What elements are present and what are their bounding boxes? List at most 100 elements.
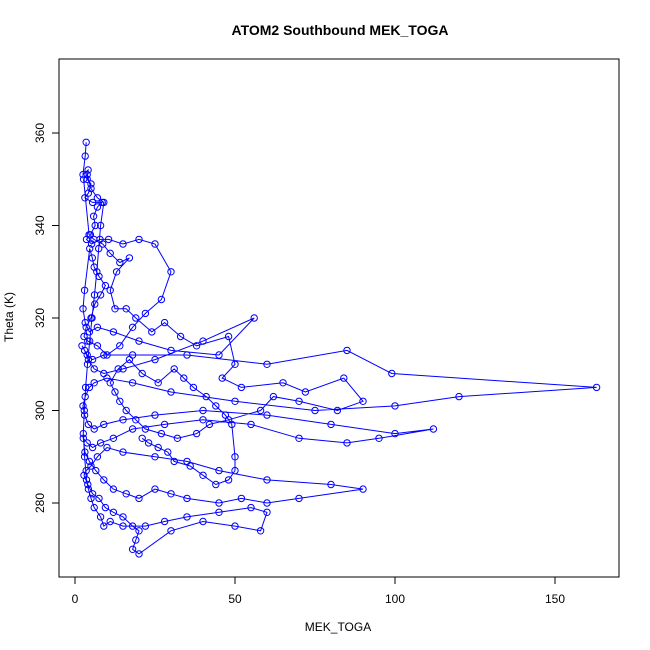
data-point [91,300,99,308]
data-point [87,180,95,188]
data-point [327,480,335,489]
data-point [90,291,99,299]
data-point [141,425,150,433]
data-point [343,439,351,447]
data-point [128,379,137,387]
data-point [122,406,130,415]
data-point [106,286,114,294]
data-point [80,453,89,461]
data-point [119,365,127,373]
data-point [228,420,236,429]
data-point [82,476,91,484]
data-point [144,439,153,447]
data-point [84,166,92,174]
data-point [192,429,201,438]
data-point [199,337,207,345]
data-point [90,503,98,512]
data-point [100,420,108,429]
data-point [212,480,220,489]
data-point [160,517,169,526]
data-point [151,411,159,419]
data-point [141,522,150,530]
data-point [375,434,383,442]
data-point [215,466,223,475]
data-point [141,309,150,318]
data-point [104,235,113,244]
data-point [83,439,91,447]
data-point [199,517,207,526]
data-point [93,342,102,350]
data-point [100,198,108,207]
data-point [119,448,127,456]
data-point [79,402,87,410]
series-layer [78,138,601,558]
data-point [93,203,102,211]
data-point [82,466,90,475]
data-point [215,499,223,507]
data-point [160,318,169,327]
data-point [263,499,271,507]
data-point [93,268,101,276]
data-point [90,425,98,433]
data-point [95,272,103,281]
data-point [125,355,134,364]
series [78,138,601,558]
data-point [202,392,210,401]
data-point [135,550,143,558]
data-point [157,429,166,438]
data-point [87,462,95,470]
data-point [180,374,188,382]
data-point [218,374,226,382]
data-point [343,346,351,355]
data-point [199,471,207,479]
data-point [96,513,105,521]
data-point [111,388,119,396]
data-point [83,175,91,184]
data-point [85,383,94,392]
series-line [81,142,597,555]
x-axis: 0 50 100 150 [72,576,565,606]
data-point [192,342,201,350]
data-point [128,323,137,331]
y-axis: 280 300 320 340 360 [33,123,60,513]
data-point [83,170,91,179]
data-point [79,429,88,438]
data-point [429,425,438,433]
data-point [84,420,93,429]
data-point [173,434,182,442]
data-point [263,411,271,419]
data-point [311,406,319,415]
data-point [301,388,310,396]
data-point [111,305,119,313]
data-point [167,346,175,355]
data-point [189,383,198,392]
data-point [91,221,99,230]
data-point [93,323,102,331]
data-point [455,392,463,401]
data-point [215,508,223,516]
data-point [263,476,271,484]
data-point [224,476,233,484]
data-point [81,318,89,327]
data-point [151,355,159,364]
data-point [269,392,278,401]
data-point [154,379,162,387]
data-point [88,443,97,452]
data-point [84,480,92,489]
data-point [205,420,214,429]
data-point [106,249,114,258]
data-point [80,411,89,419]
data-point [86,337,94,345]
data-point [87,494,95,503]
data-point [90,235,98,244]
data-point [132,416,140,424]
data-point [84,355,93,364]
data-point [80,332,88,341]
data-point [95,494,103,503]
data-point [122,305,130,313]
data-point [128,522,137,530]
data-point [90,365,98,373]
data-point [212,402,220,410]
data-point [93,453,102,461]
